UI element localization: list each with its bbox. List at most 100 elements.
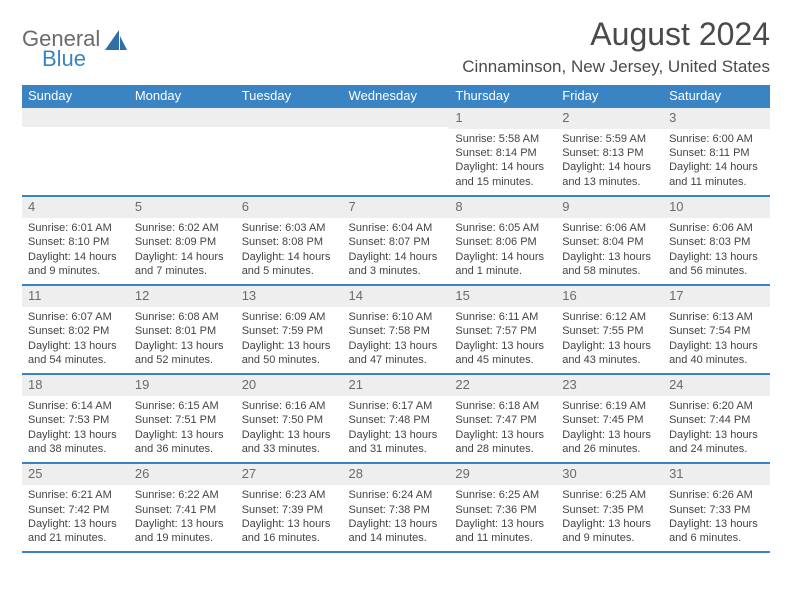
daylight-line: Daylight: 13 hours and 38 minutes. bbox=[28, 428, 123, 457]
calendar-body: 1Sunrise: 5:58 AMSunset: 8:14 PMDaylight… bbox=[22, 107, 770, 552]
sunrise-line: Sunrise: 6:18 AM bbox=[455, 399, 550, 413]
day-number: 12 bbox=[129, 286, 236, 307]
sunrise-line: Sunrise: 6:06 AM bbox=[562, 221, 657, 235]
day-number: 30 bbox=[556, 464, 663, 485]
sunrise-line: Sunrise: 6:26 AM bbox=[669, 488, 764, 502]
calendar-cell: 5Sunrise: 6:02 AMSunset: 8:09 PMDaylight… bbox=[129, 196, 236, 285]
day-number: 24 bbox=[663, 375, 770, 396]
day-number: 10 bbox=[663, 197, 770, 218]
calendar-cell: 20Sunrise: 6:16 AMSunset: 7:50 PMDayligh… bbox=[236, 374, 343, 463]
day-number: 21 bbox=[343, 375, 450, 396]
title-block: August 2024 Cinnaminson, New Jersey, Uni… bbox=[462, 16, 770, 77]
sunset-line: Sunset: 8:10 PM bbox=[28, 235, 123, 249]
day-number: 17 bbox=[663, 286, 770, 307]
day-number: 13 bbox=[236, 286, 343, 307]
empty-daynum-bar bbox=[22, 108, 129, 127]
calendar-week-row: 18Sunrise: 6:14 AMSunset: 7:53 PMDayligh… bbox=[22, 374, 770, 463]
sunset-line: Sunset: 7:39 PM bbox=[242, 503, 337, 517]
calendar-cell: 4Sunrise: 6:01 AMSunset: 8:10 PMDaylight… bbox=[22, 196, 129, 285]
calendar-cell: 18 Sunrise: 6:14 AMSunset: 7:53 PMDayligh… bbox=[22, 374, 129, 463]
empty-daynum-bar bbox=[129, 108, 236, 127]
day-number: 5 bbox=[129, 197, 236, 218]
day-number: 1 bbox=[449, 108, 556, 129]
sunrise-line: Sunrise: 6:21 AM bbox=[28, 488, 123, 502]
calendar-cell: 28Sunrise: 6:24 AMSunset: 7:38 PMDayligh… bbox=[343, 463, 450, 552]
sunset-line: Sunset: 7:47 PM bbox=[455, 413, 550, 427]
sunrise-line: Sunrise: 6:19 AM bbox=[562, 399, 657, 413]
sunset-line: Sunset: 7:57 PM bbox=[455, 324, 550, 338]
sunset-line: Sunset: 8:08 PM bbox=[242, 235, 337, 249]
daylight-line: Daylight: 13 hours and 31 minutes. bbox=[349, 428, 444, 457]
day-number: 19 bbox=[129, 375, 236, 396]
month-title: August 2024 bbox=[462, 16, 770, 53]
sunset-line: Sunset: 8:14 PM bbox=[455, 146, 550, 160]
daylight-line: Daylight: 14 hours and 11 minutes. bbox=[669, 160, 764, 189]
day-header: Saturday bbox=[663, 85, 770, 107]
day-header: Wednesday bbox=[343, 85, 450, 107]
sunrise-line: Sunrise: 6:00 AM bbox=[669, 132, 764, 146]
sunrise-line: Sunrise: 6:16 AM bbox=[242, 399, 337, 413]
sunrise-line: Sunrise: 6:09 AM bbox=[242, 310, 337, 324]
sunrise-line: Sunrise: 6:08 AM bbox=[135, 310, 230, 324]
calendar-cell: 8Sunrise: 6:05 AMSunset: 8:06 PMDaylight… bbox=[449, 196, 556, 285]
sunset-line: Sunset: 8:11 PM bbox=[669, 146, 764, 160]
daylight-line: Daylight: 14 hours and 1 minute. bbox=[455, 250, 550, 279]
sunrise-line: Sunrise: 6:15 AM bbox=[135, 399, 230, 413]
sunset-line: Sunset: 7:45 PM bbox=[562, 413, 657, 427]
calendar-cell: 12Sunrise: 6:08 AMSunset: 8:01 PMDayligh… bbox=[129, 285, 236, 374]
sunrise-line: Sunrise: 6:06 AM bbox=[669, 221, 764, 235]
daylight-line: Daylight: 13 hours and 58 minutes. bbox=[562, 250, 657, 279]
calendar-cell: 13Sunrise: 6:09 AMSunset: 7:59 PMDayligh… bbox=[236, 285, 343, 374]
sunset-line: Sunset: 8:02 PM bbox=[28, 324, 123, 338]
daylight-line: Daylight: 14 hours and 13 minutes. bbox=[562, 160, 657, 189]
daylight-line: Daylight: 14 hours and 7 minutes. bbox=[135, 250, 230, 279]
daylight-line: Daylight: 13 hours and 26 minutes. bbox=[562, 428, 657, 457]
sunrise-line: Sunrise: 6:11 AM bbox=[455, 310, 550, 324]
daylight-line: Daylight: 13 hours and 54 minutes. bbox=[28, 339, 123, 368]
sunrise-line: Sunrise: 6:20 AM bbox=[669, 399, 764, 413]
day-header: Thursday bbox=[449, 85, 556, 107]
calendar-cell bbox=[129, 107, 236, 196]
sunrise-line: Sunrise: 6:25 AM bbox=[562, 488, 657, 502]
day-header: Tuesday bbox=[236, 85, 343, 107]
sunset-line: Sunset: 7:58 PM bbox=[349, 324, 444, 338]
day-number: 14 bbox=[343, 286, 450, 307]
sunset-line: Sunset: 7:48 PM bbox=[349, 413, 444, 427]
sunset-line: Sunset: 7:59 PM bbox=[242, 324, 337, 338]
calendar-cell: 14Sunrise: 6:10 AMSunset: 7:58 PMDayligh… bbox=[343, 285, 450, 374]
calendar-cell: 6Sunrise: 6:03 AMSunset: 8:08 PMDaylight… bbox=[236, 196, 343, 285]
daylight-line: Daylight: 14 hours and 5 minutes. bbox=[242, 250, 337, 279]
day-number: 22 bbox=[449, 375, 556, 396]
daylight-line: Daylight: 13 hours and 9 minutes. bbox=[562, 517, 657, 546]
calendar-cell: 17Sunrise: 6:13 AMSunset: 7:54 PMDayligh… bbox=[663, 285, 770, 374]
calendar-cell bbox=[22, 107, 129, 196]
calendar-cell: 16Sunrise: 6:12 AMSunset: 7:55 PMDayligh… bbox=[556, 285, 663, 374]
sunrise-line: Sunrise: 6:14 AM bbox=[28, 399, 123, 413]
day-header: Monday bbox=[129, 85, 236, 107]
calendar-cell: 24Sunrise: 6:20 AMSunset: 7:44 PMDayligh… bbox=[663, 374, 770, 463]
sunrise-line: Sunrise: 6:10 AM bbox=[349, 310, 444, 324]
daylight-line: Daylight: 14 hours and 15 minutes. bbox=[455, 160, 550, 189]
sunset-line: Sunset: 8:09 PM bbox=[135, 235, 230, 249]
day-number: 26 bbox=[129, 464, 236, 485]
day-header: Sunday bbox=[22, 85, 129, 107]
sunset-line: Sunset: 7:33 PM bbox=[669, 503, 764, 517]
sunrise-line: Sunrise: 6:25 AM bbox=[455, 488, 550, 502]
calendar-table: SundayMondayTuesdayWednesdayThursdayFrid… bbox=[22, 85, 770, 553]
daylight-line: Daylight: 13 hours and 33 minutes. bbox=[242, 428, 337, 457]
day-number: 18 bbox=[22, 375, 129, 396]
daylight-line: Daylight: 13 hours and 6 minutes. bbox=[669, 517, 764, 546]
daylight-line: Daylight: 13 hours and 36 minutes. bbox=[135, 428, 230, 457]
empty-daynum-bar bbox=[236, 108, 343, 127]
sunset-line: Sunset: 7:53 PM bbox=[28, 413, 123, 427]
calendar-cell: 7Sunrise: 6:04 AMSunset: 8:07 PMDaylight… bbox=[343, 196, 450, 285]
daylight-line: Daylight: 13 hours and 40 minutes. bbox=[669, 339, 764, 368]
sunrise-line: Sunrise: 6:01 AM bbox=[28, 221, 123, 235]
calendar-cell: 3Sunrise: 6:00 AMSunset: 8:11 PMDaylight… bbox=[663, 107, 770, 196]
day-number: 9 bbox=[556, 197, 663, 218]
calendar-cell: 11Sunrise: 6:07 AMSunset: 8:02 PMDayligh… bbox=[22, 285, 129, 374]
calendar-cell: 2Sunrise: 5:59 AMSunset: 8:13 PMDaylight… bbox=[556, 107, 663, 196]
sunset-line: Sunset: 7:41 PM bbox=[135, 503, 230, 517]
sunrise-line: Sunrise: 6:12 AM bbox=[562, 310, 657, 324]
logo-sail-icon bbox=[105, 30, 127, 50]
